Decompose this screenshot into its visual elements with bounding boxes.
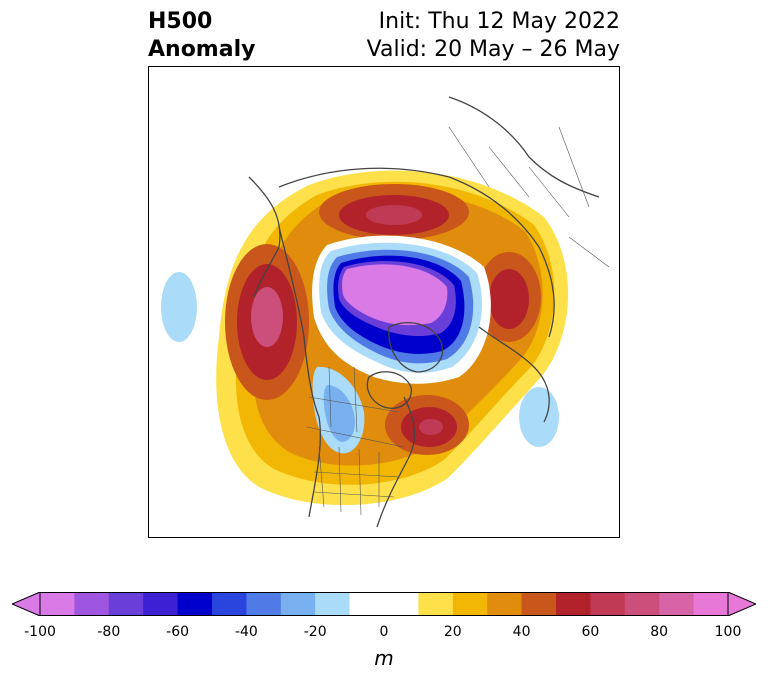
colorbar-bin: [315, 592, 351, 616]
colorbar-tick-label: -20: [303, 624, 327, 640]
colorbar-bin: [452, 592, 488, 616]
secondary-lows: [161, 272, 559, 454]
colorbar-bin: [40, 592, 75, 616]
colorbar-extend-high: [727, 592, 756, 616]
asia-interior-outline: [448, 96, 600, 198]
colorbar-tick-label: 60: [581, 624, 600, 640]
map-canvas: [161, 96, 610, 528]
colorbar-frame: [39, 592, 729, 616]
canada-provinces: [308, 366, 400, 433]
north-america-west-coast: [278, 226, 322, 518]
anomaly-map: [148, 66, 620, 538]
north-america-east-coast: [376, 396, 416, 528]
colorbar-tick-label: 80: [650, 624, 669, 640]
colorbar: [12, 592, 756, 616]
high-eastern-canada-peak: [419, 419, 443, 435]
colorbar-bin: [143, 592, 179, 616]
colorbar-tick-label: -60: [166, 624, 190, 640]
init-time: Init: Thu 12 May 2022: [378, 9, 620, 34]
high-scandinavia-core: [489, 269, 529, 329]
map-title: H500 Anomaly: [148, 8, 255, 64]
high-siberia-peak: [366, 205, 422, 225]
colorbar-tick-label: 100: [714, 624, 742, 640]
colorbar-tick-label: 40: [512, 624, 531, 640]
colorbar-bin: [693, 592, 729, 616]
high-north-pacific-peak: [251, 287, 283, 347]
high-centers: [225, 184, 541, 455]
colorbar-bin: [418, 592, 454, 616]
colorbar-unit: m: [374, 646, 394, 670]
colorbar-tick-label: 0: [379, 624, 389, 640]
colorbar-extend-low: [12, 592, 41, 616]
low-bering: [161, 272, 197, 342]
eurasia-north-coast: [278, 167, 555, 338]
low-west-canada-core: [323, 385, 356, 442]
alaska-coast: [248, 176, 281, 298]
colorbar-bin: [212, 592, 247, 616]
colorbar-tick-label: -80: [97, 624, 121, 640]
colorbar-bin: [246, 592, 282, 616]
map-subtitle: Init: Thu 12 May 2022 Valid: 20 May – 26…: [367, 8, 620, 64]
colorbar-tick-label: -100: [24, 624, 56, 640]
greenland: [388, 322, 444, 373]
coastlines: [248, 96, 600, 528]
colorbar-bin: [177, 592, 213, 616]
us-canada-border: [306, 426, 405, 448]
colorbar-bin: [384, 592, 419, 616]
colorbar-bin: [590, 592, 626, 616]
europe-coast: [478, 326, 550, 423]
colorbar-bin: [521, 592, 557, 616]
colorbar-bin: [108, 592, 144, 616]
colorbar-bin: [556, 592, 591, 616]
borders: [306, 126, 610, 516]
colorbar-tick-label: -40: [234, 624, 258, 640]
us-states-grid: [313, 446, 400, 516]
title-variable: H500: [148, 9, 213, 34]
low-contour-100: [342, 264, 448, 326]
colorbar-bin: [487, 592, 523, 616]
polar-low: [312, 235, 491, 384]
hudson-bay: [366, 371, 412, 409]
colorbar-bin: [624, 592, 660, 616]
low-atlantic: [519, 387, 559, 447]
title-field: Anomaly: [148, 37, 256, 62]
colorbar-bin: [280, 592, 316, 616]
colorbar-bin: [74, 592, 110, 616]
colorbar-bin: [349, 592, 385, 616]
colorbar-tick-label: 20: [443, 624, 462, 640]
eurasia-borders: [448, 126, 610, 268]
valid-range: Valid: 20 May – 26 May: [366, 37, 620, 62]
colorbar-bin: [659, 592, 695, 616]
